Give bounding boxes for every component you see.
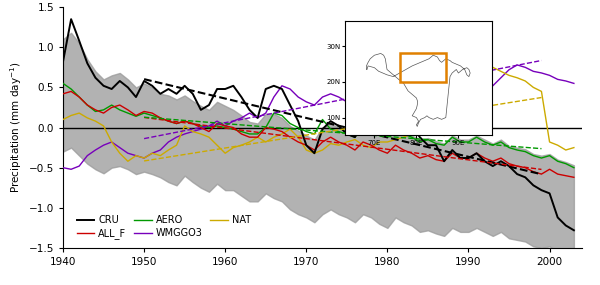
Legend: CRU, ALL_F, AERO, WMGGO3, NAT: CRU, ALL_F, AERO, WMGGO3, NAT (73, 211, 254, 243)
Bar (400, 54, 446, 82)
Y-axis label: Precipitation (mm day$^{-1}$): Precipitation (mm day$^{-1}$) (8, 62, 25, 193)
